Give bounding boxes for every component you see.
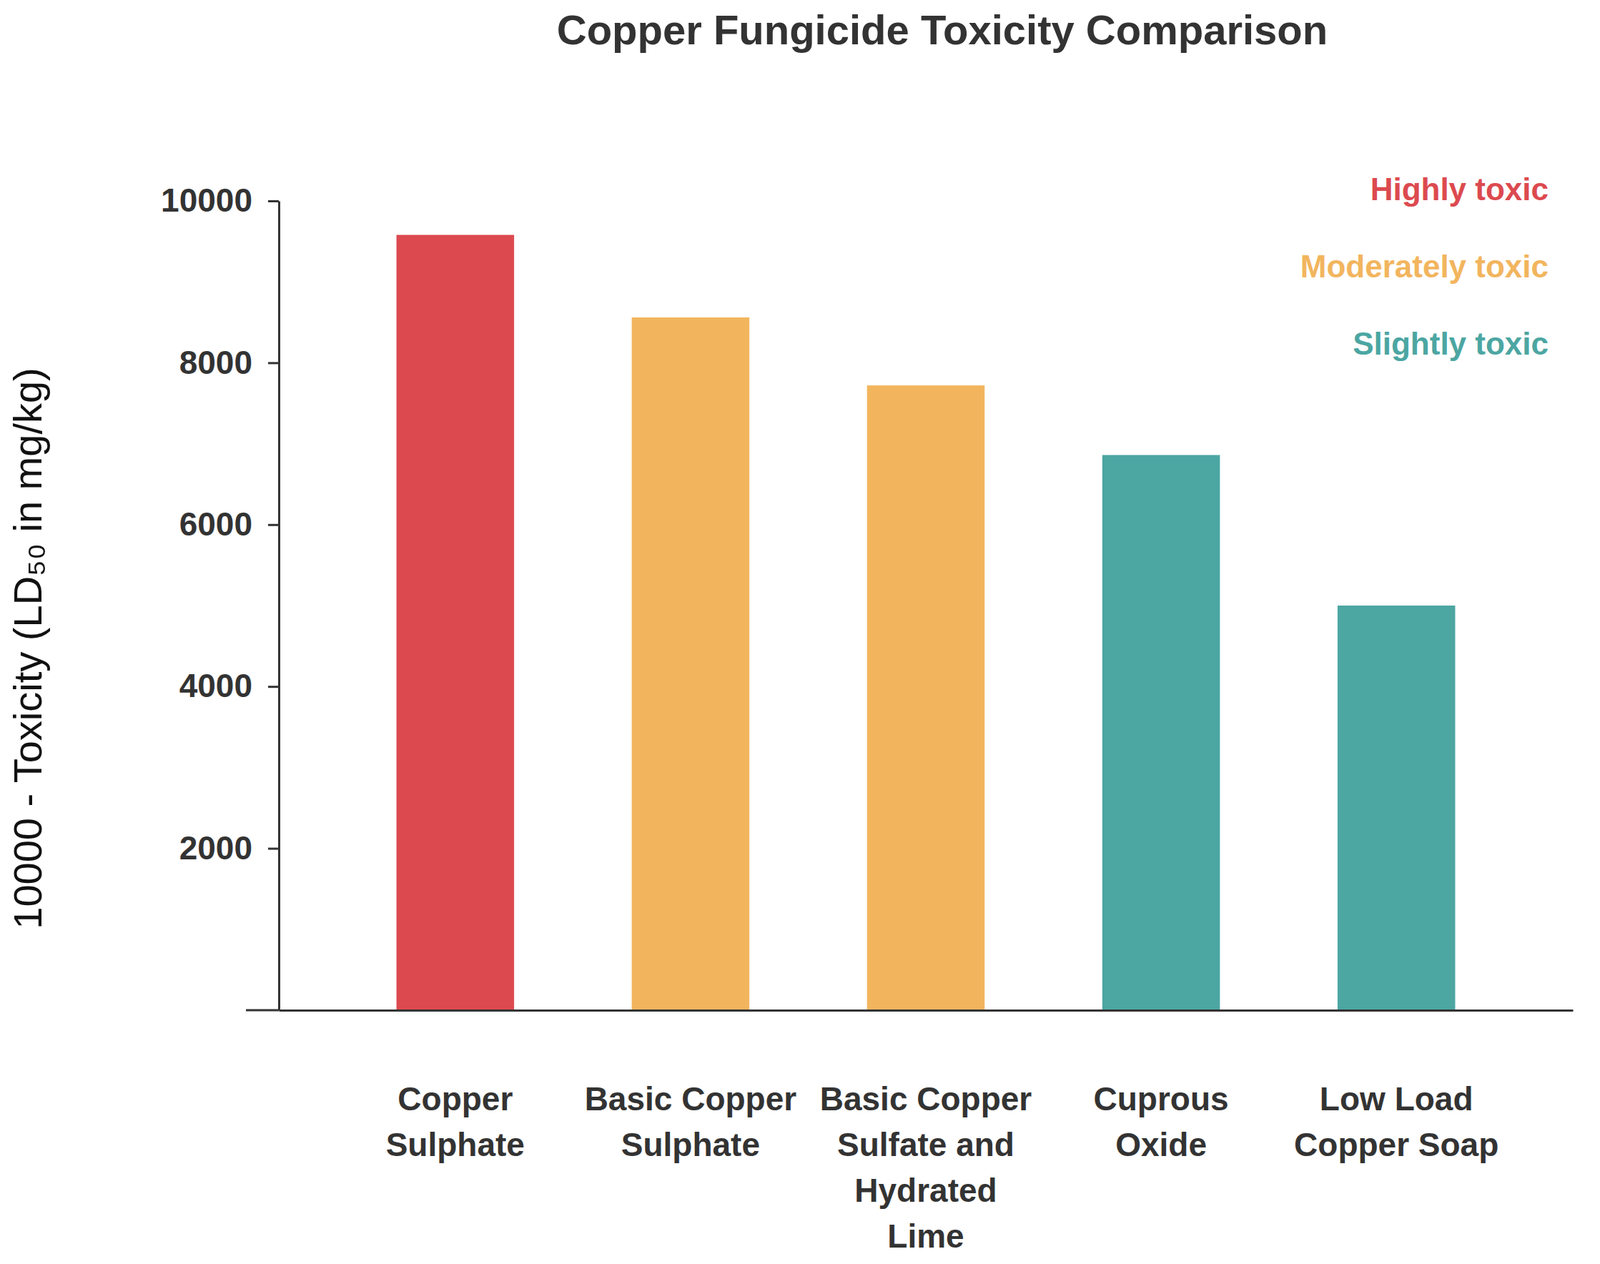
x-axis: CopperSulphate Basic CopperSulphate Basic … — [279, 1010, 1574, 1256]
y-tick-label: 8000 — [179, 343, 253, 382]
y-tick: 10000 — [160, 181, 279, 219]
x-tick: Basic CopperSulfate andHydratedLime — [820, 1080, 1033, 1255]
x-tick: CopperSulphate — [386, 1080, 525, 1164]
y-tick-label: 6000 — [179, 505, 253, 543]
y-tick: 4000 — [179, 667, 279, 705]
y-tick: 6000 — [179, 505, 279, 543]
bars — [396, 235, 1456, 1011]
y-tick-label: 2000 — [179, 829, 253, 867]
bar — [396, 235, 515, 1011]
x-tick-label: Basic CopperSulphate — [584, 1080, 798, 1164]
x-axis-line — [279, 1009, 1574, 1012]
x-tick-label: CopperSulphate — [386, 1080, 525, 1164]
x-tick: Low LoadCopper Soap — [1294, 1080, 1499, 1164]
y-tick: 8000 — [179, 343, 279, 382]
legend-entry: Highly toxic — [1370, 171, 1549, 207]
y-tick-mark — [268, 524, 279, 527]
x-tick-label: Low LoadCopper Soap — [1294, 1080, 1499, 1164]
legend: Highly toxic Moderately toxic Slightly tox… — [1300, 171, 1549, 362]
bar — [631, 317, 750, 1011]
y-tick-label: 4000 — [179, 667, 253, 705]
y-axis-title: 10000 - Toxicity (LD₅₀ in mg/kg) — [5, 367, 51, 930]
y-tick-mark — [268, 685, 279, 688]
bar — [1102, 454, 1221, 1011]
y-tick-mark — [268, 200, 279, 203]
bar — [867, 385, 986, 1011]
bar — [1337, 605, 1456, 1011]
baseline-extension — [245, 1009, 279, 1012]
y-tick-mark — [268, 361, 279, 364]
legend-entry: Moderately toxic — [1300, 248, 1549, 284]
x-tick-label: Basic CopperSulfate andHydratedLime — [820, 1080, 1033, 1255]
x-tick-label: CuprousOxide — [1093, 1080, 1229, 1164]
x-tick: Basic CopperSulphate — [584, 1080, 798, 1164]
x-tick: CuprousOxide — [1093, 1080, 1229, 1164]
chart: Copper Fungicide Toxicity Comparison 1000… — [0, 0, 1600, 1264]
legend-entry: Slightly toxic — [1352, 326, 1549, 362]
y-tick-label: 10000 — [160, 181, 253, 219]
y-axis: 2000 4000 6000 8000 10000 — [160, 181, 279, 1011]
y-axis-line — [278, 201, 281, 1011]
y-tick: 2000 — [179, 829, 279, 867]
title: Copper Fungicide Toxicity Comparison — [556, 6, 1328, 53]
y-tick-mark — [268, 847, 279, 851]
